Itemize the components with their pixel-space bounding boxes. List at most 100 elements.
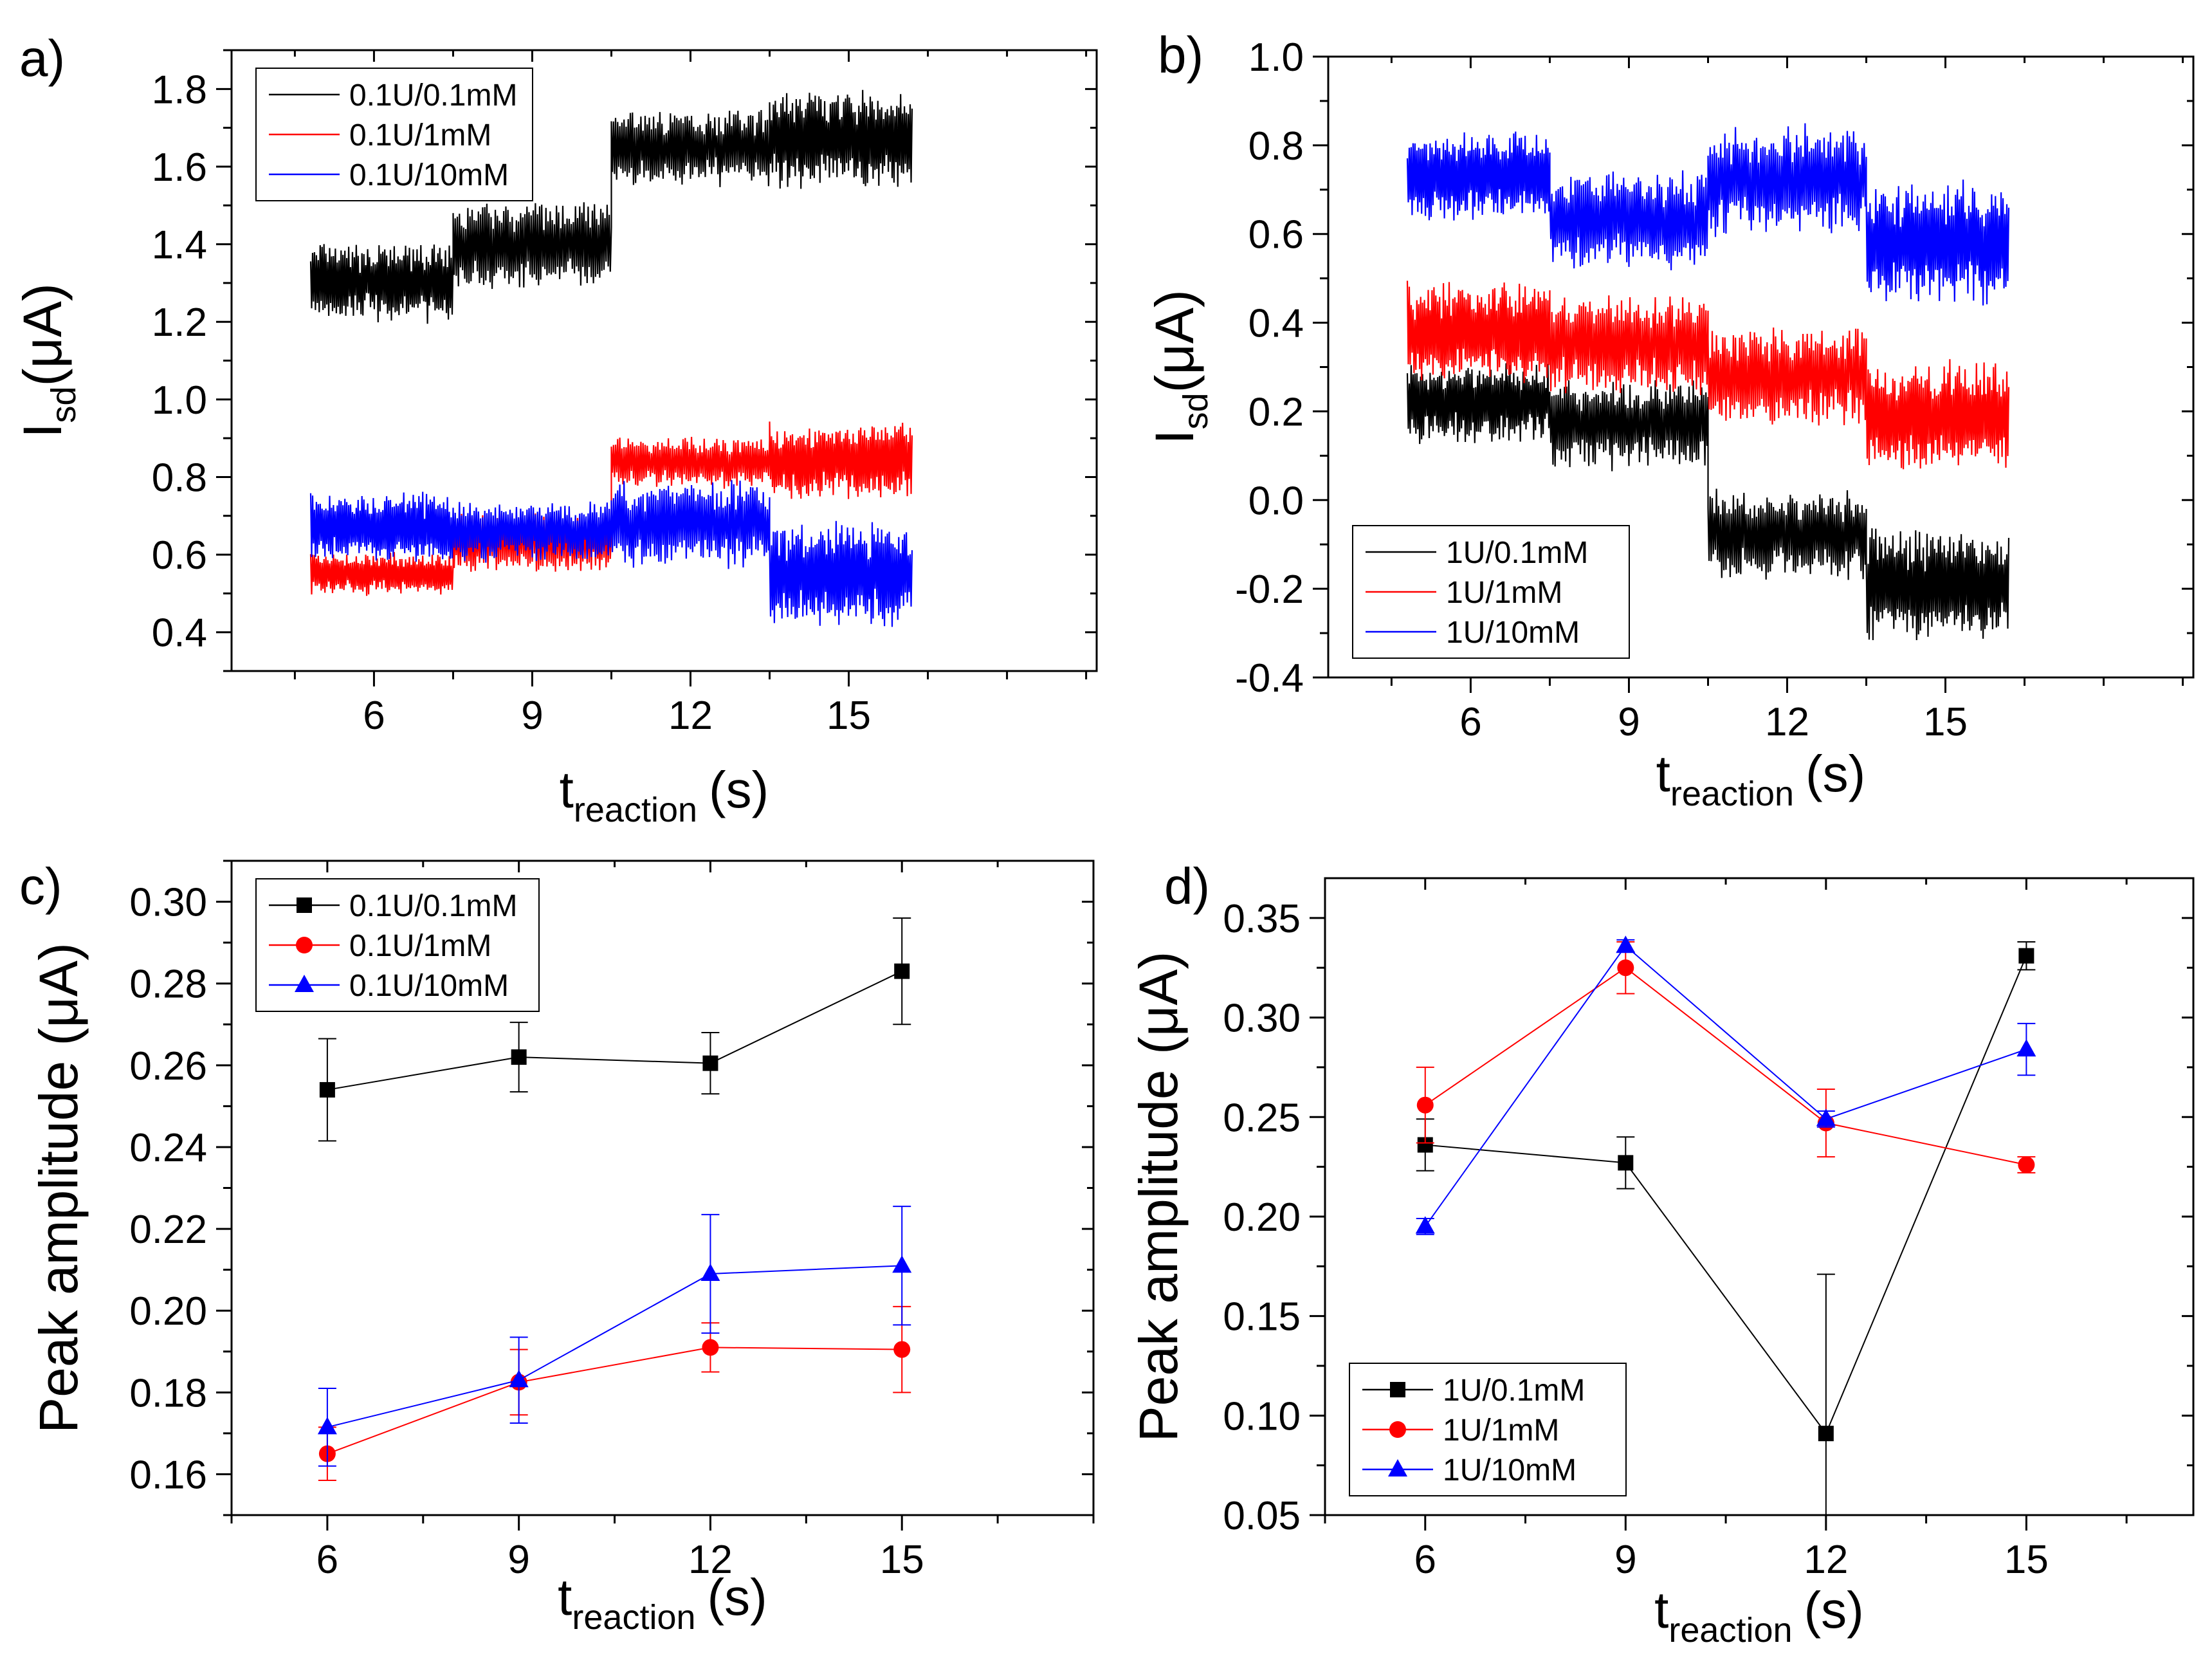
y-label-main: I (1144, 430, 1205, 445)
series-line-0.1U/0.1mM (327, 970, 902, 1090)
y-tick-label: 0.22 (129, 1208, 207, 1252)
axes-frame (1324, 877, 2195, 1516)
y-tick-label: 0.20 (1223, 1195, 1301, 1240)
x-tick-label: 9 (1614, 1538, 1636, 1582)
legend: 1U/0.1mM 1U/1mM 1U/10mM (1349, 1363, 1627, 1496)
x-tick-label: 9 (521, 694, 543, 738)
y-tick-label: 0.30 (129, 881, 207, 925)
data-point-circle (893, 1341, 911, 1358)
x-label-sub: reaction (572, 1598, 695, 1637)
y-label-sub: sd (44, 386, 83, 423)
x-label-main: t (560, 761, 574, 818)
legend: 1U/0.1mM 1U/1mM 1U/10mM (1352, 525, 1630, 659)
legend-marker-circle (1389, 1421, 1406, 1438)
x-tick-label: 12 (1765, 700, 1809, 744)
y-tick-label: 0.05 (1223, 1494, 1301, 1538)
x-axis-label: treaction (s) (1654, 1581, 1864, 1650)
plot-area (1415, 935, 2036, 1515)
data-point-triangle (700, 1263, 720, 1281)
x-tick-label: 12 (1804, 1538, 1848, 1582)
data-point-square (894, 963, 910, 979)
data-point-square (1818, 1426, 1834, 1442)
panel-label: b) (1158, 26, 1203, 84)
data-point-square (511, 1049, 527, 1065)
y-tick-label: 0.8 (152, 455, 207, 500)
trace-1U/0.1mM (1406, 363, 2010, 641)
data-point-triangle (892, 1255, 912, 1273)
x-tick-label: 6 (1459, 700, 1481, 744)
legend-label: 0.1U/1mM (349, 929, 491, 963)
x-label-sub: reaction (1670, 775, 1794, 813)
legend-label: 0.1U/10mM (349, 158, 509, 192)
x-tick-label: 9 (507, 1538, 529, 1582)
x-label-main: t (1656, 745, 1670, 802)
x-tick-label: 15 (1923, 700, 1968, 744)
data-point-triangle (1816, 1108, 1836, 1127)
data-point-square (1618, 1155, 1634, 1171)
legend-label: 1U/0.1mM (1443, 1374, 1585, 1408)
plot-area (309, 89, 913, 627)
y-tick-label: 0.35 (1223, 897, 1301, 941)
y-tick-label: -0.4 (1235, 656, 1304, 701)
data-point-triangle (1616, 935, 1636, 953)
y-tick-label: 0.18 (129, 1371, 207, 1415)
panel-label: d) (1164, 858, 1210, 915)
series-line-1U/0.1mM (1425, 955, 2027, 1435)
x-tick-label: 15 (827, 694, 871, 738)
y-tick-label: 1.8 (152, 68, 207, 112)
x-label-unit: (s) (1804, 1581, 1864, 1639)
y-tick-label: 1.4 (152, 223, 207, 268)
y-label-main: I (12, 423, 73, 438)
y-tick-label: 0.26 (129, 1044, 207, 1089)
legend-label: 1U/1mM (1446, 576, 1562, 610)
legend-marker-square (297, 897, 312, 913)
y-tick-label: 1.2 (152, 300, 207, 345)
trace-1U/10mM (1406, 123, 2010, 306)
panel-label: a) (19, 30, 65, 87)
legend-marker-triangle (1388, 1459, 1407, 1476)
data-point-square (319, 1081, 335, 1098)
series-line-0.1U/1mM (327, 1347, 902, 1455)
x-tick-label: 15 (880, 1538, 924, 1582)
data-point-circle (1617, 959, 1634, 977)
x-label-unit: (s) (1805, 745, 1865, 802)
legend-label: 0.1U/10mM (349, 969, 509, 1003)
panel-d: 6 9 12 15 0.05 0.10 0.15 0.20 0.25 0.30 0.35 d) Peak… (1128, 858, 2195, 1650)
y-tick-label: 0.0 (1248, 479, 1304, 523)
series-line-1U/10mM (1424, 944, 2027, 1227)
x-label-sub: reaction (574, 791, 697, 829)
data-point-triangle (509, 1370, 529, 1388)
x-tick-label: 6 (316, 1538, 338, 1582)
legend-label: 0.1U/0.1mM (349, 78, 517, 113)
panel-b: 6 9 12 15 -0.4 -0.2 0.0 0.2 0.4 0.6 0.8 1.0 b) Isd(μA… (1144, 26, 2195, 813)
y-tick-label: -0.2 (1235, 567, 1304, 612)
x-tick-label: 6 (363, 694, 385, 738)
series-line-1U/1mM (1425, 966, 2027, 1166)
data-point-circle (702, 1339, 719, 1356)
panel-label: c) (19, 858, 62, 915)
y-tick-label: 0.20 (129, 1289, 207, 1334)
trace-1U/1mM (1406, 281, 2010, 470)
legend-label: 1U/10mM (1446, 616, 1580, 650)
legend-label: 0.1U/1mM (349, 118, 491, 152)
legend: 0.1U/0.1mM 0.1U/1mM 0.1U/10mM (255, 68, 533, 201)
data-point-triangle (1415, 1216, 1435, 1234)
y-axis-label: Peak amplitude (μA) (28, 943, 89, 1433)
x-axis-label: treaction (s) (1656, 745, 1866, 813)
y-axis-label: Peak amplitude (μA) (1128, 952, 1189, 1442)
x-tick-label: 9 (1618, 700, 1640, 744)
data-point-circle (2018, 1156, 2035, 1173)
y-tick-label: 0.4 (1248, 302, 1304, 346)
x-label-unit: (s) (708, 1568, 767, 1626)
y-tick-label: 0.30 (1223, 997, 1301, 1041)
data-point-square (2018, 948, 2034, 964)
legend: 0.1U/0.1mM 0.1U/1mM 0.1U/10mM (255, 878, 540, 1012)
data-point-square (702, 1055, 718, 1071)
y-tick-label: 0.4 (152, 611, 207, 656)
legend-label: 1U/0.1mM (1446, 536, 1588, 570)
legend-marker-circle (296, 937, 313, 953)
legend-marker-triangle (295, 975, 314, 992)
x-label-main: t (1654, 1581, 1668, 1639)
y-tick-label: 0.10 (1223, 1394, 1301, 1439)
